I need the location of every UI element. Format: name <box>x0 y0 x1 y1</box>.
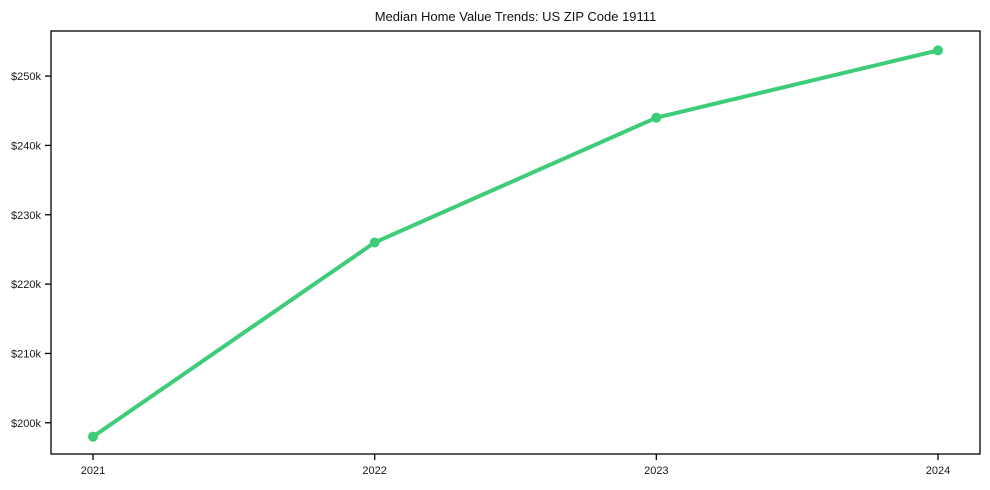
y-tick-label: $230k <box>11 210 41 222</box>
x-tick-label: 2021 <box>81 465 105 477</box>
y-tick-label: $240k <box>11 140 41 152</box>
x-tick-label: 2024 <box>926 465 950 477</box>
x-tick-label: 2022 <box>362 465 386 477</box>
data-point <box>933 45 943 56</box>
y-tick-label: $200k <box>11 418 41 430</box>
plot-frame <box>50 30 981 455</box>
data-point <box>651 112 662 123</box>
y-tick-label: $220k <box>11 279 41 291</box>
data-point <box>369 237 380 248</box>
y-tick-label: $250k <box>11 71 41 83</box>
data-point <box>88 431 98 442</box>
x-tick-label: 2023 <box>644 465 668 477</box>
y-tick-label: $210k <box>11 348 41 360</box>
trend-line <box>91 48 940 439</box>
chart-title: Median Home Value Trends: US ZIP Code 19… <box>375 9 657 24</box>
